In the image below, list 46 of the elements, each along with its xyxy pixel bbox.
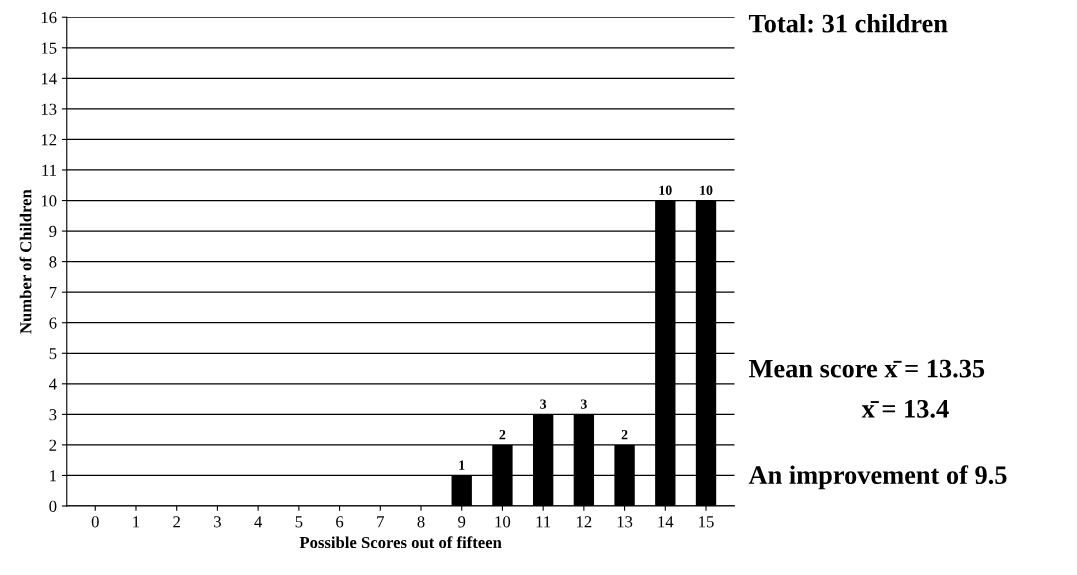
- y-tick-label: 2: [49, 439, 57, 451]
- data-label: 2: [621, 429, 628, 440]
- text: Total: 31 children: [748, 13, 948, 33]
- x-tick-label: 9: [458, 516, 466, 528]
- x-tick-label: 10: [495, 516, 511, 528]
- x-tick-label: 3: [214, 516, 221, 528]
- y-tick-label: 7: [49, 287, 57, 298]
- y-tick-label: 13: [41, 103, 57, 115]
- y-tick-label: 1: [50, 470, 57, 482]
- y-tick-label: 6: [49, 317, 57, 329]
- y-tick-label: 12: [41, 134, 57, 146]
- x-axis-title: Possible Scores out of fifteen: [299, 536, 502, 549]
- x-tick-label: 12: [577, 516, 592, 528]
- x-tick-label: 14: [658, 516, 674, 528]
- y-tick-label: 3: [49, 409, 57, 421]
- x-tick-label: 11: [536, 516, 551, 528]
- x-tick-label: 8: [417, 516, 425, 528]
- data-label: 1: [459, 460, 465, 470]
- data-label: 10: [700, 185, 713, 195]
- y-tick-label: 14: [41, 73, 57, 85]
- data-label: 3: [580, 399, 587, 409]
- y-tick-label: 9: [49, 225, 57, 238]
- text: Mean score x̄ = 13.35: [748, 359, 985, 378]
- y-tick-label: 11: [42, 164, 57, 176]
- text: An improvement of 9.5: [748, 465, 1007, 490]
- x-tick-label: 1: [133, 516, 140, 528]
- data-label: 10: [659, 185, 672, 195]
- x-tick-label: 15: [699, 516, 714, 528]
- y-tick-label: 16: [41, 12, 57, 24]
- x-tick-label: 7: [377, 516, 384, 528]
- x-tick-label: 6: [336, 516, 344, 528]
- x-tick-label: 0: [91, 516, 99, 528]
- y-tick-label: 10: [41, 195, 57, 207]
- data-label: 3: [540, 399, 547, 409]
- y-tick-label: 15: [41, 42, 57, 54]
- x-tick-label: 2: [173, 516, 180, 528]
- text: x̄ = 13.4: [861, 400, 949, 418]
- data-label: 2: [499, 429, 506, 440]
- y-tick-label: 8: [49, 256, 57, 268]
- y-tick-label: 5: [49, 348, 57, 360]
- x-tick-label: 5: [295, 516, 303, 528]
- y-axis-title: Number of Children: [19, 189, 32, 334]
- y-tick-label: 0: [49, 500, 57, 512]
- x-tick-label: 13: [617, 516, 633, 528]
- y-tick-label: 4: [49, 378, 57, 390]
- x-tick-label: 4: [254, 516, 263, 528]
